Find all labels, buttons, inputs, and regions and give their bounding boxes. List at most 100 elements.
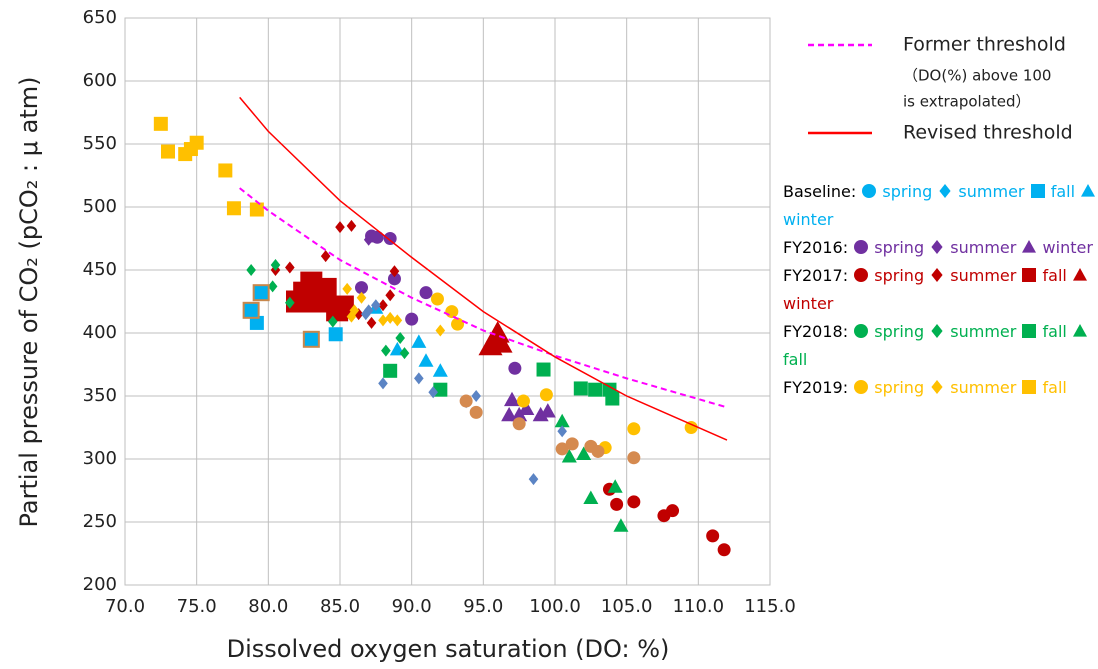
legend-item-label: spring	[874, 266, 925, 285]
point	[363, 304, 374, 317]
legend-marker-shape	[1030, 184, 1045, 198]
legend-marker	[854, 380, 869, 394]
point	[252, 284, 270, 302]
legend-marker-shape	[1022, 240, 1037, 253]
point	[684, 421, 698, 434]
legend-item-label: spring	[874, 322, 925, 341]
x-tick-label: 85.0	[320, 596, 360, 617]
legend-item: summer	[929, 238, 1016, 257]
point	[539, 403, 556, 418]
x-tick-label: 80.0	[248, 596, 288, 617]
point	[285, 261, 295, 274]
point	[504, 391, 520, 407]
point	[249, 315, 264, 330]
legend-marker-shape	[931, 268, 943, 282]
point	[557, 425, 567, 438]
legend-marker	[931, 380, 943, 394]
legend-item: summer	[929, 322, 1016, 341]
y-tick-label: 450	[83, 259, 117, 280]
legend-marker	[1022, 268, 1037, 282]
legend-marker-shape	[931, 380, 943, 394]
legend-item-label: summer	[958, 182, 1025, 201]
point	[366, 316, 377, 329]
point	[627, 495, 641, 509]
legend-item-label: spring	[874, 378, 925, 397]
point	[342, 282, 352, 295]
point	[518, 400, 535, 415]
legend-marker	[931, 324, 943, 338]
point	[381, 344, 391, 357]
point	[331, 295, 354, 318]
point	[428, 386, 438, 399]
point	[153, 116, 168, 131]
x-axis-title: Dissolved oxygen saturation (DO: %)	[227, 635, 670, 663]
point	[328, 327, 343, 342]
point	[355, 281, 368, 295]
legend-item-label: spring	[882, 182, 933, 201]
point	[302, 330, 320, 348]
point	[419, 286, 433, 300]
legend-item: fall	[1021, 322, 1067, 341]
legend-label: Former threshold	[903, 34, 1066, 56]
point	[395, 332, 405, 345]
point	[565, 437, 579, 451]
point	[385, 289, 395, 302]
point	[588, 382, 603, 397]
y-tick-label: 550	[83, 133, 117, 154]
x-tick-label: 110.0	[673, 596, 725, 617]
point	[717, 543, 731, 557]
legend-item: fall	[783, 322, 1088, 369]
legend-group-label: FY2016:	[783, 238, 849, 257]
legend-marker	[931, 268, 943, 282]
legend-item: spring	[853, 322, 924, 341]
legend-item: summer	[937, 182, 1025, 201]
point	[218, 163, 233, 178]
legend-item: winter	[783, 266, 1088, 313]
point	[561, 448, 577, 463]
point	[508, 361, 522, 375]
legend-marker-shape	[854, 240, 869, 254]
point	[607, 479, 623, 493]
point	[536, 362, 551, 377]
legend-marker-shape	[1022, 268, 1037, 282]
legend-item-label: summer	[950, 266, 1017, 285]
legend-group: Baseline: spring summer fall winter	[783, 178, 1098, 234]
y-tick-label: 350	[83, 385, 117, 406]
legend-group: FY2017: spring summer fall winter	[783, 262, 1098, 318]
legend-item: spring	[853, 266, 924, 285]
y-tick-label: 200	[83, 574, 117, 595]
point	[555, 442, 569, 456]
legend-item-label: fall	[783, 350, 808, 369]
threshold-line	[239, 96, 728, 441]
point	[469, 405, 483, 419]
legend-item: fall	[1021, 266, 1067, 285]
point	[459, 394, 473, 408]
point	[432, 363, 448, 377]
point	[314, 277, 337, 300]
point	[389, 265, 400, 278]
y-tick-label: 600	[83, 70, 117, 91]
point	[356, 291, 367, 304]
legend-item: spring	[853, 378, 924, 397]
point	[383, 363, 398, 378]
point	[613, 518, 629, 532]
point	[488, 331, 513, 353]
legend-marker	[1022, 324, 1037, 338]
legend-item-label: fall	[1042, 266, 1067, 285]
threshold-line	[239, 187, 728, 409]
point	[363, 233, 374, 246]
point	[320, 250, 331, 263]
x-tick-label: 75.0	[177, 596, 217, 617]
legend-marker-shape	[1072, 268, 1087, 281]
point	[242, 301, 260, 319]
x-tick-label: 90.0	[392, 596, 432, 617]
legend-marker	[862, 184, 877, 198]
legend-label: Revised threshold	[903, 122, 1073, 144]
legend-group: FY2019: spring summer fall	[783, 374, 1098, 402]
legend-item-label: summer	[950, 322, 1017, 341]
point	[328, 315, 338, 328]
point	[270, 258, 281, 271]
legend-marker-shape	[939, 184, 951, 198]
legend-marker-shape	[854, 268, 869, 282]
